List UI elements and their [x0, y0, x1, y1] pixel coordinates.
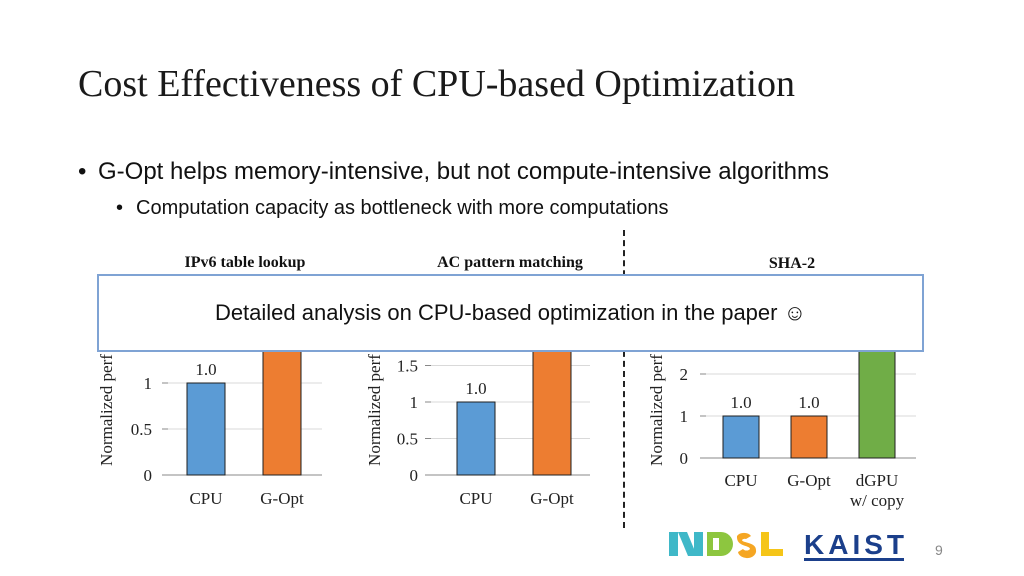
overlay-text: Detailed analysis on CPU-based optimizat…	[214, 300, 807, 325]
bullet-dot: •	[78, 158, 87, 185]
data-label: 1.0	[798, 393, 819, 412]
category-label: w/ copy	[850, 491, 905, 510]
y-tick-label: 0	[144, 466, 153, 485]
y-tick-label: 1	[680, 407, 689, 426]
bullet-dot: •	[116, 197, 124, 219]
bullet-main-text: G-Opt helps memory-intensive, but not co…	[98, 158, 829, 185]
bar-cpu	[186, 382, 226, 476]
bar-cpu	[456, 401, 496, 476]
y-axis-label: Normalized perf	[647, 354, 666, 466]
y-tick-label: 2	[680, 365, 689, 384]
data-label: 1.0	[195, 360, 216, 379]
category-label: G-Opt	[530, 489, 574, 508]
section-divider	[623, 230, 625, 528]
bullet-main: • G-Opt helps memory-intensive, but not c…	[78, 158, 829, 186]
bullet-sub-text: Computation capacity as bottleneck with …	[136, 197, 669, 219]
data-label: 1.0	[465, 379, 486, 398]
y-tick-label: 0	[410, 466, 419, 485]
chart-title-ipv6: IPv6 table lookup	[184, 254, 306, 271]
bar-cpu	[722, 415, 760, 459]
ndsl-logo	[669, 532, 783, 559]
y-tick-label: 0.5	[397, 430, 418, 449]
category-label: CPU	[724, 471, 757, 490]
bar-g-opt	[532, 328, 572, 476]
kaist-logo: KAIST	[804, 529, 904, 561]
y-tick-label: 1	[144, 374, 153, 393]
category-label: dGPU	[856, 471, 899, 490]
bar-g-opt	[790, 415, 828, 459]
y-tick-label: 1	[410, 393, 419, 412]
bullet-sub: • Computation capacity as bottleneck with…	[116, 197, 669, 220]
category-label: CPU	[459, 489, 492, 508]
svg-text:KAIST: KAIST	[804, 529, 904, 560]
y-tick-label: 1.5	[397, 357, 418, 376]
category-label: G-Opt	[260, 489, 304, 508]
y-tick-label: 0	[680, 449, 689, 468]
category-label: CPU	[189, 489, 222, 508]
overlay-callout: Detailed analysis on CPU-based optimizat…	[97, 274, 924, 352]
data-label: 1.0	[730, 393, 751, 412]
y-tick-label: 0.5	[131, 420, 152, 439]
chart-title-sha2: SHA-2	[768, 255, 816, 272]
page-number: 9	[935, 542, 943, 558]
y-axis-label: Normalized perf	[365, 354, 384, 466]
category-label: G-Opt	[787, 471, 831, 490]
chart-title-ac: AC pattern matching	[437, 254, 583, 271]
slide-title: Cost Effectiveness of CPU-based Optimiza…	[78, 63, 795, 105]
y-axis-label: Normalized perf	[97, 354, 116, 466]
